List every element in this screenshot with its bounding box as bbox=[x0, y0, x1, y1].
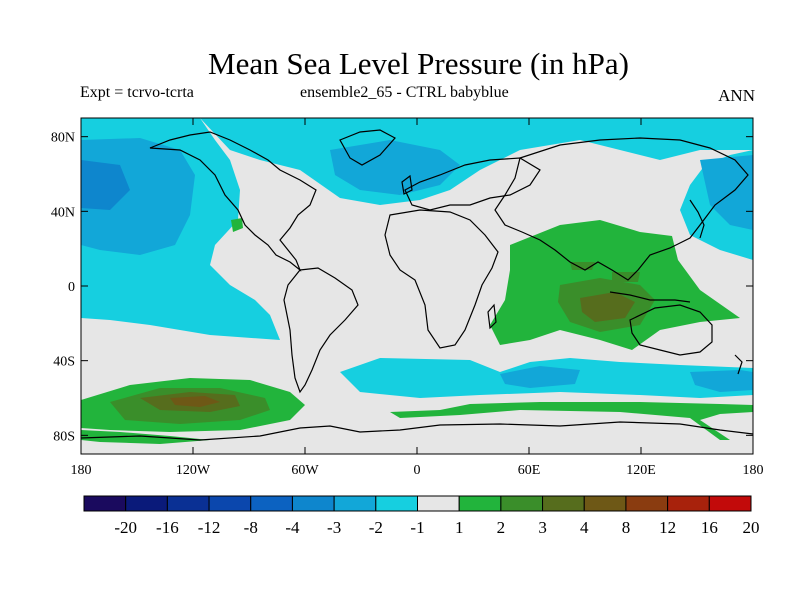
colorbar-label: 16 bbox=[701, 518, 718, 537]
colorbar-swatch bbox=[417, 495, 460, 512]
y-axis: 80N 40N 0 40S 80S bbox=[51, 131, 753, 444]
colorbar-label: -1 bbox=[410, 518, 424, 537]
colorbar-swatch bbox=[625, 495, 669, 512]
colorbar-label: -4 bbox=[285, 518, 300, 537]
coast-new-zealand bbox=[734, 354, 743, 375]
neg-region-south-pacific bbox=[690, 370, 753, 392]
x-tick-label: 60W bbox=[291, 463, 319, 478]
pos-region-indian-peak bbox=[580, 292, 635, 322]
colorbar-label: 20 bbox=[743, 518, 760, 537]
neg-region-south-indian bbox=[500, 366, 580, 388]
y-tick-label: 40S bbox=[53, 355, 75, 370]
colorbar-label: 2 bbox=[497, 518, 506, 537]
coast-europe bbox=[404, 157, 541, 211]
colorbar-swatch bbox=[83, 495, 127, 512]
y-tick-label: 0 bbox=[68, 280, 75, 295]
colorbar-label: -2 bbox=[369, 518, 383, 537]
colorbar-label: 1 bbox=[455, 518, 464, 537]
colorbar-label: 12 bbox=[659, 518, 676, 537]
colorbar-label: -20 bbox=[114, 518, 137, 537]
colorbar-swatch bbox=[375, 495, 418, 512]
pos-region-gulf bbox=[231, 218, 243, 232]
x-tick-label: 120W bbox=[176, 463, 211, 478]
x-tick-label: 180 bbox=[743, 463, 764, 478]
colorbar-swatch bbox=[458, 495, 502, 512]
experiment-label: Expt = tcrvo-tcrta bbox=[80, 84, 194, 101]
colorbar-label: 8 bbox=[622, 518, 631, 537]
pos-region-antarctic-edge bbox=[81, 430, 210, 444]
colorbar-swatch bbox=[333, 495, 377, 512]
x-tick-label: 0 bbox=[414, 463, 421, 478]
coast-madagascar bbox=[487, 303, 497, 330]
colorbar-label: 4 bbox=[580, 518, 589, 537]
coast-antarctica bbox=[81, 421, 753, 441]
coast-uk bbox=[401, 174, 413, 195]
coast-north-america bbox=[149, 131, 317, 272]
coast-greenland bbox=[339, 129, 396, 166]
coast-asia bbox=[494, 137, 749, 281]
colorbar-label: -3 bbox=[327, 518, 341, 537]
x-axis: 180 120W 60W 0 60E 120E 180 bbox=[71, 118, 764, 478]
colorbar-swatch bbox=[166, 495, 210, 512]
colorbar-label: -16 bbox=[156, 518, 179, 537]
neg-region-east-asia bbox=[700, 155, 753, 230]
colorbar-label: 3 bbox=[538, 518, 547, 537]
season-label: ANN bbox=[718, 86, 755, 105]
y-tick-label: 80N bbox=[51, 131, 75, 146]
colorbar-swatch bbox=[542, 495, 585, 512]
coast-japan bbox=[689, 199, 705, 239]
coast-indonesia bbox=[609, 291, 691, 303]
colorbar-label: -12 bbox=[198, 518, 221, 537]
colorbar-swatch bbox=[125, 495, 168, 512]
coast-africa bbox=[384, 209, 499, 349]
colorbar-swatch bbox=[208, 495, 252, 512]
neg-region-pacific-deep bbox=[81, 160, 130, 210]
neg-region-atlantic-core bbox=[330, 140, 460, 195]
colorbar-swatch bbox=[583, 495, 627, 512]
x-tick-label: 180 bbox=[71, 463, 92, 478]
contour-fields bbox=[81, 118, 753, 454]
plot-title: Mean Sea Level Pressure (in hPa) bbox=[208, 46, 629, 81]
colorbar-swatch bbox=[291, 495, 335, 512]
coastlines bbox=[81, 129, 753, 441]
colorbar-swatch bbox=[708, 495, 752, 512]
pos-region-south-atlantic-band bbox=[390, 402, 753, 440]
y-tick-label: 40N bbox=[51, 205, 75, 220]
ensemble-label: ensemble2_65 - CTRL babyblue bbox=[300, 84, 509, 101]
colorbar-swatch bbox=[250, 495, 293, 512]
x-tick-label: 120E bbox=[626, 463, 656, 478]
x-tick-label: 60E bbox=[518, 463, 541, 478]
coast-south-america bbox=[283, 267, 359, 394]
coast-australia bbox=[629, 304, 713, 356]
y-tick-label: 80S bbox=[53, 429, 75, 444]
pos-region-south-pacific-max bbox=[170, 396, 220, 407]
colorbar-swatch bbox=[667, 495, 710, 512]
pos-region-south-china-sea bbox=[612, 272, 640, 282]
colorbar-swatch bbox=[500, 495, 544, 512]
colorbar-label: -8 bbox=[244, 518, 258, 537]
colorbar: -20 -16 -12 -8 -4 -3 -2 -1 1 2 3 4 8 12 16 20 bbox=[83, 495, 760, 537]
